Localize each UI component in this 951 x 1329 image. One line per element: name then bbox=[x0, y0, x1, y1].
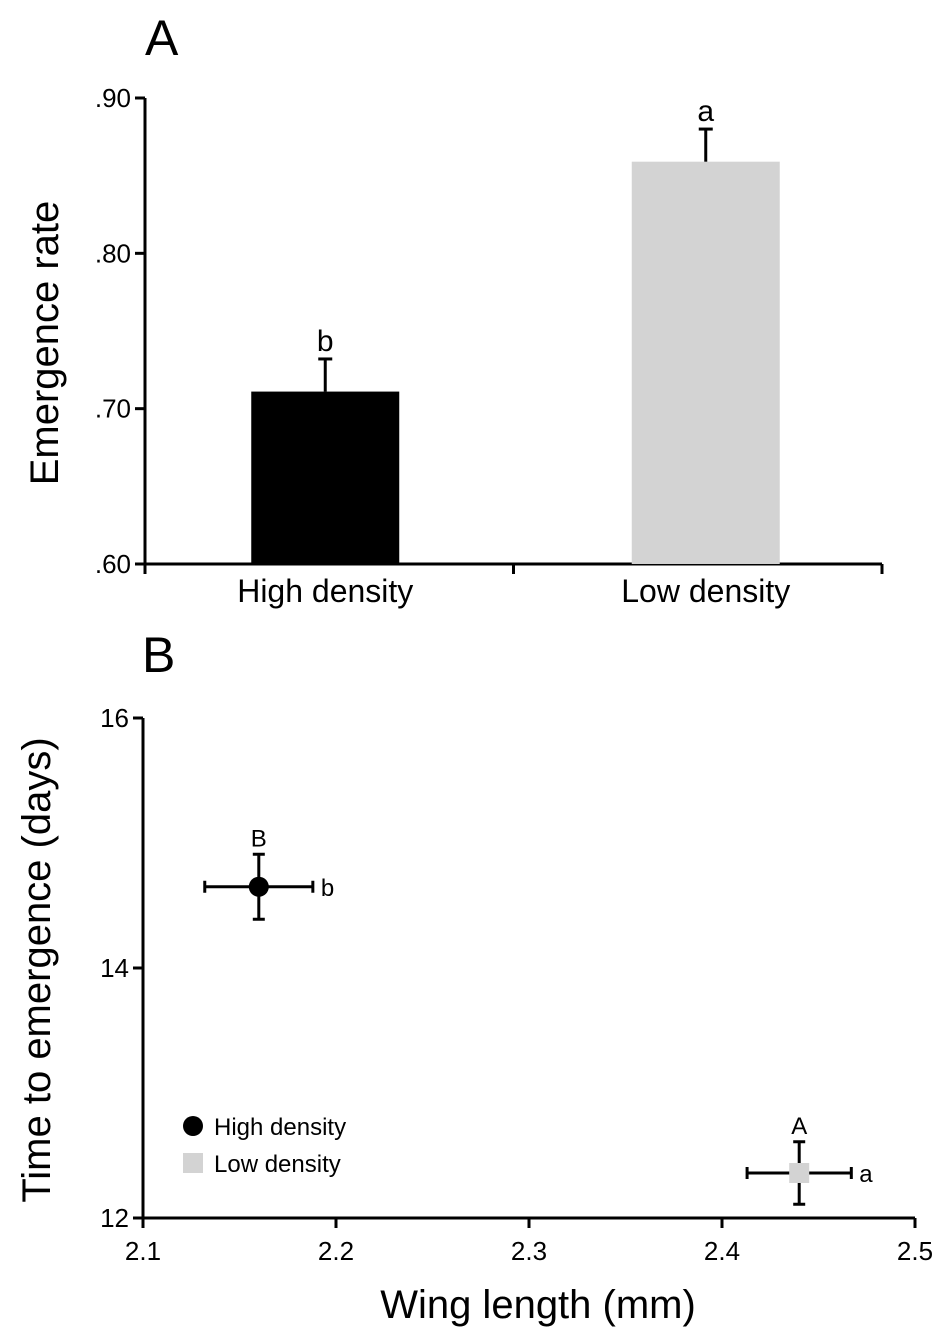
panel-b-x-tick-label: 2.2 bbox=[318, 1236, 354, 1266]
panel-a-y-tick-label: .70 bbox=[95, 394, 131, 424]
panel-a-significance-letter: a bbox=[697, 95, 714, 128]
panel-b-y-axis-label: Time to emergence (days) bbox=[15, 737, 59, 1202]
panel-b-y-tick-label: 14 bbox=[100, 953, 129, 983]
panel-a-y-axis-label: Emergence rate bbox=[23, 201, 67, 486]
legend-label: Low density bbox=[214, 1151, 341, 1178]
panel-b-significance-letter-y: B bbox=[251, 825, 267, 852]
panel-b-y-tick-label: 16 bbox=[100, 703, 129, 733]
panel-b-y-tick-label: 12 bbox=[100, 1203, 129, 1233]
legend-label: High density bbox=[214, 1114, 346, 1141]
panel-b-x-tick-label: 2.3 bbox=[511, 1236, 547, 1266]
panel-b: B Time to emergence (days) Wing length (… bbox=[15, 627, 933, 1327]
panel-b-x-tick-label: 2.1 bbox=[125, 1236, 161, 1266]
panel-a-bar bbox=[631, 161, 780, 565]
panel-a-label: A bbox=[145, 10, 179, 66]
panel-a-y-tick-label: .80 bbox=[95, 238, 131, 268]
panel-a-category-label: High density bbox=[237, 573, 413, 609]
panel-b-legend: High density Low density bbox=[183, 1114, 346, 1178]
panel-b-point-high-density bbox=[248, 876, 269, 897]
panel-b-significance-letter-y: A bbox=[791, 1113, 807, 1140]
panel-a-y-tick-label: .60 bbox=[95, 549, 131, 579]
panel-a-significance-letter: b bbox=[317, 325, 334, 358]
panel-b-x-tick-label: 2.5 bbox=[897, 1236, 933, 1266]
panel-b-significance-letter-x: b bbox=[321, 875, 334, 902]
panel-b-point-low-density bbox=[789, 1163, 810, 1183]
panel-b-significance-letter-x: a bbox=[859, 1161, 873, 1188]
legend-marker-low-density bbox=[183, 1153, 203, 1173]
panel-a: A Emergence rate .60 .70 .80 .90 High densi… bbox=[23, 10, 884, 609]
panel-a-category-label: Low density bbox=[621, 573, 790, 609]
panel-b-x-tick-label: 2.4 bbox=[704, 1236, 740, 1266]
panel-a-bar bbox=[251, 391, 400, 564]
panel-b-x-axis-label: Wing length (mm) bbox=[380, 1283, 696, 1327]
legend-marker-high-density bbox=[183, 1116, 203, 1136]
panel-b-label: B bbox=[142, 627, 175, 683]
panel-a-y-tick-label: .90 bbox=[95, 83, 131, 113]
